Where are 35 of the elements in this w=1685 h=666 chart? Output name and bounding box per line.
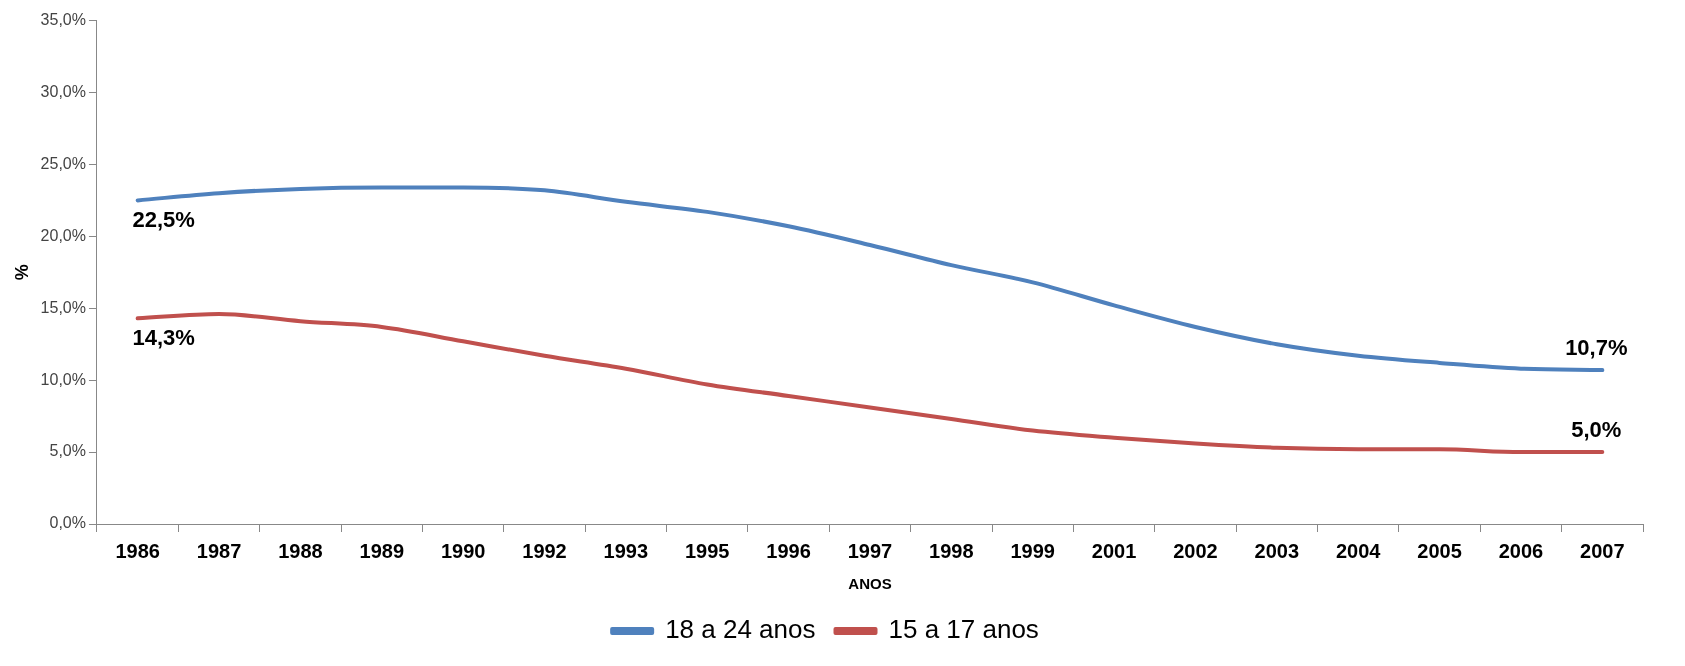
x-axis-title: ANOS [848,575,892,593]
x-tick-label: 1988 [278,539,323,562]
data-label: 10,7% [1565,335,1628,361]
x-tick-label: 1986 [115,539,160,562]
x-tick-label: 2004 [1335,539,1382,562]
x-tick-label: 1996 [766,539,811,562]
y-tick-label: 30,0% [40,82,86,100]
data-label: 5,0% [1571,417,1622,443]
y-tick-label: 15,0% [40,298,86,316]
data-label: 14,3% [132,325,195,351]
x-tick-label: 1997 [847,539,893,562]
x-tick-label: 2002 [1173,539,1218,562]
x-tick-label: 1999 [1010,539,1055,562]
x-tick-label: 1987 [196,539,242,562]
x-tick-label: 2006 [1498,539,1544,562]
legend-label: 18 a 24 anos [665,614,816,645]
y-tick-label: 35,0% [40,11,86,29]
legend-label: 15 a 17 anos [888,614,1039,645]
y-tick-label: 10,0% [40,370,86,388]
y-tick-label: 25,0% [40,154,86,172]
x-tick-label: 1995 [684,539,730,562]
data-label: 22,5% [132,207,195,233]
x-tick-label: 2007 [1580,539,1625,562]
x-tick-label: 2005 [1417,539,1462,562]
y-tick-label: 0,0% [49,514,86,532]
x-tick-label: 1992 [522,539,567,562]
x-tick-label: 1989 [359,539,405,562]
y-tick-label: 20,0% [40,226,86,244]
x-tick-label: 1993 [603,539,649,562]
y-axis-title: % [11,264,32,281]
x-tick-label: 2003 [1254,539,1300,562]
x-tick-label: 1998 [929,539,974,562]
x-tick-label: 1990 [440,539,486,562]
y-tick-label: 5,0% [49,442,86,460]
x-tick-label: 2001 [1091,539,1137,562]
